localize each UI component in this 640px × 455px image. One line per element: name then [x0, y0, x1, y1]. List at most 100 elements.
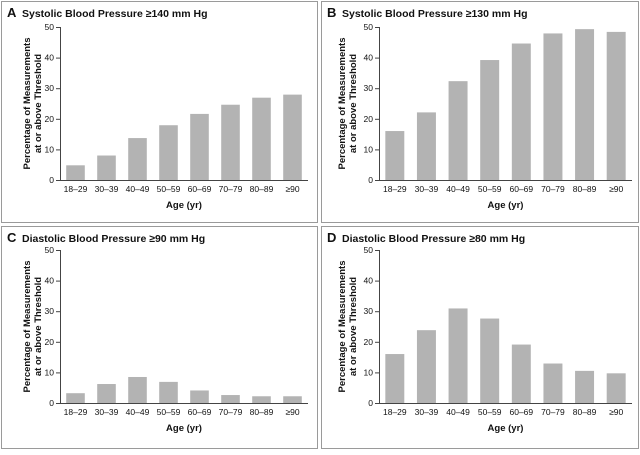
y-tick-label: 20	[45, 337, 55, 347]
bar-2	[97, 384, 116, 403]
panel-letter: A	[7, 5, 17, 20]
panel-title: Diastolic Blood Pressure ≥80 mm Hg	[342, 233, 525, 245]
y-tick-label: 30	[364, 306, 374, 316]
x-tick-label: 18–29	[64, 407, 88, 417]
panel-border	[1, 226, 318, 449]
panel-title: Diastolic Blood Pressure ≥90 mm Hg	[22, 233, 205, 245]
bar-1	[66, 165, 85, 180]
y-tick-label: 10	[45, 367, 55, 377]
bar-7	[575, 29, 595, 181]
x-tick-label: 60–69	[188, 184, 212, 194]
y-tick-label: 0	[368, 398, 373, 408]
y-tick-label: 40	[364, 276, 374, 286]
bar-6	[543, 363, 563, 403]
bar-3	[448, 308, 468, 403]
x-tick-label: 70–79	[219, 407, 243, 417]
x-tick-label: 50–59	[478, 407, 502, 417]
y-tick-label: 0	[49, 175, 54, 185]
bar-8	[283, 94, 302, 180]
y-axis-label-line: Percentage of Measurements	[22, 261, 33, 393]
y-tick-label: 10	[45, 144, 55, 154]
x-tick-label: 70–79	[541, 184, 565, 194]
y-axis-label-line: at or above Threshold	[33, 277, 44, 376]
y-tick-label: 50	[364, 22, 374, 32]
y-tick-label: 50	[364, 245, 374, 255]
bar-8	[606, 373, 626, 403]
bar-5	[190, 113, 209, 180]
y-tick-label: 40	[45, 276, 55, 286]
x-tick-label: 50–59	[157, 184, 181, 194]
bar-7	[252, 396, 271, 403]
y-tick-label: 30	[364, 83, 374, 93]
bar-4	[480, 318, 500, 403]
x-tick-label: 60–69	[188, 407, 212, 417]
bar-7	[252, 97, 271, 180]
x-tick-label: 50–59	[478, 184, 502, 194]
x-tick-label: 30–39	[95, 407, 119, 417]
x-tick-label: 40–49	[126, 184, 150, 194]
y-axis-label: Percentage of Measurementsat or above Th…	[337, 261, 359, 393]
bar-1	[385, 131, 405, 180]
panel-b: B Systolic Blood Pressure ≥130 mm Hg 0 10 20…	[321, 1, 639, 223]
panel-letter: D	[327, 230, 336, 245]
y-axis-label-line: Percentage of Measurements	[337, 38, 348, 170]
y-tick-label: 0	[49, 398, 54, 408]
x-tick-label: 80–89	[573, 184, 597, 194]
x-tick-label: 30–39	[415, 407, 439, 417]
bar-8	[283, 396, 302, 403]
panel-border	[321, 226, 639, 449]
x-tick-label: 18–29	[383, 407, 407, 417]
x-axis-label: Age (yr)	[166, 423, 202, 434]
y-tick-label: 20	[45, 114, 55, 124]
x-tick-label: 40–49	[446, 407, 470, 417]
bar-6	[543, 33, 563, 181]
y-axis-label: Percentage of Measurementsat or above Th…	[22, 261, 44, 393]
y-tick-label: 50	[45, 22, 55, 32]
x-tick-label: 80–89	[250, 407, 274, 417]
x-tick-label: ≥90	[609, 407, 623, 417]
bar-2	[416, 112, 436, 180]
y-tick-label: 50	[45, 245, 55, 255]
x-tick-label: 70–79	[541, 407, 565, 417]
x-tick-label: ≥90	[285, 407, 299, 417]
bar-5	[511, 43, 531, 180]
x-tick-label: ≥90	[285, 184, 299, 194]
y-tick-label: 10	[364, 367, 374, 377]
x-tick-label: 18–29	[64, 184, 88, 194]
panel-letter: B	[327, 5, 336, 20]
y-tick-label: 30	[45, 83, 55, 93]
panel-c: C Diastolic Blood Pressure ≥90 mm Hg 0 10 20…	[1, 226, 318, 449]
y-tick-label: 0	[368, 175, 373, 185]
x-tick-label: 60–69	[509, 184, 533, 194]
y-axis-label-line: at or above Threshold	[348, 277, 359, 376]
x-tick-label: 40–49	[446, 184, 470, 194]
bar-4	[159, 381, 178, 403]
y-tick-label: 10	[364, 144, 374, 154]
y-axis-label-line: at or above Threshold	[33, 54, 44, 153]
panel-letter: C	[7, 230, 17, 245]
bar-5	[511, 344, 531, 403]
bar-3	[448, 81, 468, 180]
x-tick-label: 60–69	[509, 407, 533, 417]
y-axis-label-line: Percentage of Measurements	[22, 38, 33, 170]
panel-d: D Diastolic Blood Pressure ≥80 mm Hg 0 10 20…	[321, 226, 639, 449]
x-tick-label: 70–79	[219, 184, 243, 194]
y-axis-label: Percentage of Measurementsat or above Th…	[337, 38, 359, 170]
x-axis-label: Age (yr)	[488, 200, 524, 211]
y-tick-label: 30	[45, 306, 55, 316]
x-tick-label: 80–89	[250, 184, 274, 194]
x-axis-label: Age (yr)	[166, 200, 202, 211]
panel-title: Systolic Blood Pressure ≥140 mm Hg	[22, 8, 208, 20]
x-tick-label: ≥90	[609, 184, 623, 194]
bar-5	[190, 390, 209, 403]
bar-4	[159, 125, 178, 180]
x-tick-label: 50–59	[157, 407, 181, 417]
x-tick-label: 30–39	[415, 184, 439, 194]
y-axis-label: Percentage of Measurementsat or above Th…	[22, 38, 44, 170]
y-tick-label: 20	[364, 114, 374, 124]
y-tick-label: 20	[364, 337, 374, 347]
x-tick-label: 18–29	[383, 184, 407, 194]
y-axis-label-line: Percentage of Measurements	[337, 261, 348, 393]
